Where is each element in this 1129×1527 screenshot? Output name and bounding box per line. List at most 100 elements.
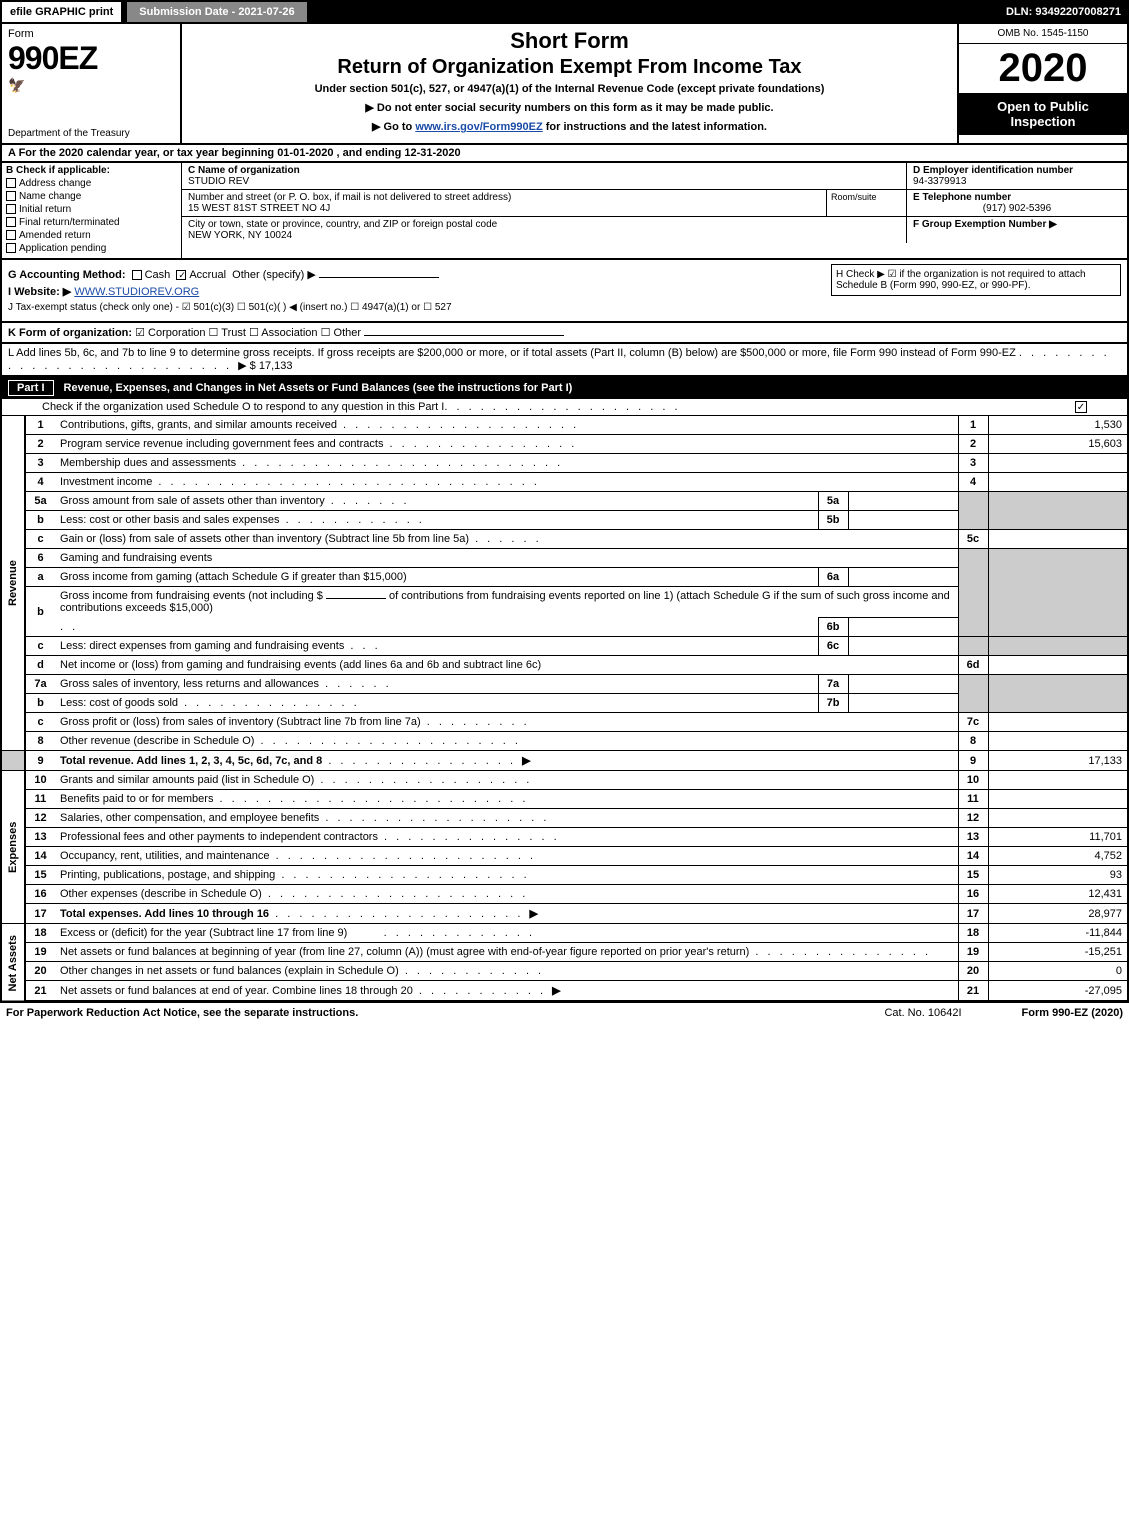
field-phone: E Telephone number (917) 902-5396 xyxy=(907,190,1127,216)
val-line13: 11,701 xyxy=(988,828,1128,847)
val-line14: 4,752 xyxy=(988,847,1128,866)
rightno: 3 xyxy=(958,454,988,473)
section-ghij: H Check ▶ ☑ if the organization is not r… xyxy=(0,260,1129,323)
lbl-other-specify: Other (specify) ▶ xyxy=(232,269,316,281)
chk-name-change[interactable] xyxy=(6,191,16,201)
chk-final-return[interactable] xyxy=(6,217,16,227)
val-phone: (917) 902-5396 xyxy=(913,203,1121,214)
lineno: d xyxy=(25,656,55,675)
input-contrib-amount[interactable] xyxy=(326,598,386,599)
subtitle: Under section 501(c), 527, or 4947(a)(1)… xyxy=(190,83,949,95)
chk-address-change[interactable] xyxy=(6,178,16,188)
desc: Other revenue (describe in Schedule O) xyxy=(60,735,254,747)
lbl-ein: D Employer identification number xyxy=(913,165,1073,176)
lineno: 12 xyxy=(25,809,55,828)
desc: Less: cost of goods sold xyxy=(60,697,178,709)
efile-print-button[interactable]: efile GRAPHIC print xyxy=(0,0,123,24)
rightno: 8 xyxy=(958,732,988,751)
val-line12 xyxy=(988,809,1128,828)
subval-6c xyxy=(848,637,958,656)
subval-6a xyxy=(848,568,958,587)
section-h-box: H Check ▶ ☑ if the organization is not r… xyxy=(831,264,1121,296)
lbl-form-org: K Form of organization: xyxy=(8,327,132,339)
short-form-title: Short Form xyxy=(190,28,949,54)
chk-schedule-o[interactable]: ✓ xyxy=(1075,401,1087,413)
val-gross-receipts: ▶ $ 17,133 xyxy=(238,360,292,372)
website-link[interactable]: WWW.STUDIOREV.ORG xyxy=(74,286,199,298)
chk-application-pending[interactable] xyxy=(6,243,16,253)
val-line16: 12,431 xyxy=(988,885,1128,904)
title-block: Short Form Return of Organization Exempt… xyxy=(182,24,957,143)
lbl-accrual: Accrual xyxy=(189,269,226,281)
rightno: 9 xyxy=(958,751,988,771)
lbl-cash: Cash xyxy=(145,269,171,281)
lineno: 5a xyxy=(25,492,55,511)
form-page: efile GRAPHIC print Submission Date - 20… xyxy=(0,0,1129,1023)
desc: Salaries, other compensation, and employ… xyxy=(60,812,319,824)
lineno: 8 xyxy=(25,732,55,751)
input-other-method[interactable] xyxy=(319,277,439,278)
lineno: 20 xyxy=(25,962,55,981)
part1-check-row: Check if the organization used Schedule … xyxy=(0,399,1129,415)
desc: Investment income xyxy=(60,476,152,488)
lbl-application-pending: Application pending xyxy=(19,243,106,254)
lbl-phone: E Telephone number xyxy=(913,192,1011,203)
side-spacer xyxy=(1,751,25,771)
top-bar: efile GRAPHIC print Submission Date - 20… xyxy=(0,0,1129,24)
lineno: 3 xyxy=(25,454,55,473)
main-title: Return of Organization Exempt From Incom… xyxy=(190,56,949,79)
instruction-link-line: ▶ Go to www.irs.gov/Form990EZ for instru… xyxy=(190,120,949,133)
desc: Gross income from fundraising events (no… xyxy=(60,590,323,602)
shaded-cell xyxy=(958,637,988,656)
desc: Gain or (loss) from sale of assets other… xyxy=(60,533,469,545)
chk-cash[interactable] xyxy=(132,270,142,280)
chk-initial-return[interactable] xyxy=(6,204,16,214)
lineno: b xyxy=(25,511,55,530)
val-line11 xyxy=(988,790,1128,809)
footer-catno: Cat. No. 10642I xyxy=(884,1007,961,1019)
rightno: 21 xyxy=(958,981,988,1002)
opts-form-org: ☑ Corporation ☐ Trust ☐ Association ☐ Ot… xyxy=(135,327,361,339)
rightno: 7c xyxy=(958,713,988,732)
leader-dots: . . . . . . . . . . . . . . . . . . . . xyxy=(444,401,1075,413)
val-line18: -11,844 xyxy=(988,924,1128,943)
rightno: 11 xyxy=(958,790,988,809)
instr-prefix: ▶ Go to xyxy=(372,121,415,133)
lineno: 9 xyxy=(25,751,55,771)
subval-6b xyxy=(848,618,958,637)
shaded-cell xyxy=(988,492,1128,530)
rightno: 12 xyxy=(958,809,988,828)
row-a-tax-year: A For the 2020 calendar year, or tax yea… xyxy=(0,145,1129,163)
chk-amended-return[interactable] xyxy=(6,230,16,240)
lbl-org-name: C Name of organization xyxy=(188,165,300,176)
instruction-ssn: ▶ Do not enter social security numbers o… xyxy=(190,101,949,114)
subno: 6b xyxy=(818,618,848,637)
lbl-accounting: G Accounting Method: xyxy=(8,269,126,281)
lineno: 21 xyxy=(25,981,55,1002)
rightno: 14 xyxy=(958,847,988,866)
desc: Gross profit or (loss) from sales of inv… xyxy=(60,716,421,728)
tax-year-text: A For the 2020 calendar year, or tax yea… xyxy=(8,147,461,159)
section-b-heading: B Check if applicable: xyxy=(6,165,177,176)
lineno: 19 xyxy=(25,943,55,962)
lineno: 2 xyxy=(25,435,55,454)
subno: 5a xyxy=(818,492,848,511)
rightno: 1 xyxy=(958,416,988,435)
lineno: b xyxy=(25,694,55,713)
lbl-address-change: Address change xyxy=(19,178,91,189)
lineno: 13 xyxy=(25,828,55,847)
chk-accrual[interactable] xyxy=(176,270,186,280)
part1-check-text: Check if the organization used Schedule … xyxy=(42,401,444,413)
input-other-org[interactable] xyxy=(364,335,564,336)
field-city: City or town, state or province, country… xyxy=(182,217,907,243)
desc: Less: cost or other basis and sales expe… xyxy=(60,514,280,526)
subval-7a xyxy=(848,675,958,694)
form-number: 990EZ xyxy=(8,40,174,77)
val-line17: 28,977 xyxy=(988,904,1128,924)
lineno: 7a xyxy=(25,675,55,694)
val-ein: 94-3379913 xyxy=(913,176,966,187)
lineno: 11 xyxy=(25,790,55,809)
lineno: c xyxy=(25,713,55,732)
desc: Other changes in net assets or fund bala… xyxy=(60,965,399,977)
irs-link[interactable]: www.irs.gov/Form990EZ xyxy=(415,121,542,133)
